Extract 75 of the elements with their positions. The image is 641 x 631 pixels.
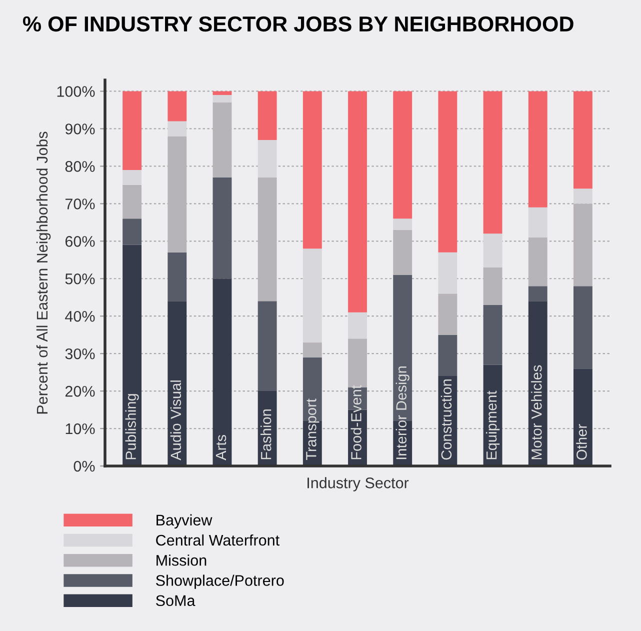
y-tick-label: 60%: [65, 236, 95, 247]
y-tick-label: 40%: [65, 310, 95, 322]
y-tick-label: 30%: [65, 348, 95, 360]
bar: [348, 91, 367, 312]
bar: [122, 184, 142, 219]
bar: [212, 102, 232, 178]
bar: [122, 91, 142, 170]
bar: [573, 204, 592, 286]
bar: [573, 188, 592, 204]
x-tick-label: Transport: [306, 398, 320, 460]
bar: [258, 91, 277, 140]
legend-label: SoMa: [156, 595, 196, 606]
bar: [212, 177, 232, 279]
bar: [393, 230, 412, 275]
y-tick-label: 0%: [74, 460, 95, 472]
x-tick-label: Interior Design: [396, 366, 410, 460]
bar: [573, 91, 592, 189]
bar: [168, 252, 187, 302]
y-tick-label: 70%: [65, 198, 95, 210]
bar: [212, 91, 232, 95]
bar: [258, 301, 277, 392]
bar: [528, 301, 548, 466]
bar: [302, 91, 322, 249]
y-tick-label: 80%: [65, 161, 95, 172]
bar: [528, 237, 548, 286]
y-tick-label: 50%: [65, 273, 95, 284]
bar: [483, 91, 502, 234]
x-tick-label: Publishing: [125, 394, 139, 460]
x-tick-label: Construction: [440, 379, 452, 460]
x-axis-title: Industry Sector: [308, 477, 409, 492]
legend-label: Central Waterfront: [156, 534, 280, 546]
bar: [573, 368, 592, 466]
bar: [438, 91, 458, 252]
x-tick-label: Arts: [216, 434, 226, 460]
legend-label: Bayview: [156, 514, 212, 529]
x-tick-label: Fashion: [260, 409, 272, 460]
legend-label: Showplace/Potrero: [156, 574, 284, 589]
bar: [302, 342, 322, 358]
bar: [168, 121, 187, 136]
x-tick-label: Equipment: [486, 390, 500, 460]
y-tick-label: 20%: [65, 386, 95, 397]
bar: [483, 304, 502, 365]
y-tick-label: 90%: [65, 124, 95, 134]
bar: [212, 278, 232, 466]
x-tick-label: Food-Event: [350, 385, 362, 460]
bar: [348, 312, 367, 339]
bar: [122, 170, 142, 185]
y-axis-title: Percent of All Eastern Neighborhood Jobs: [36, 132, 51, 414]
bar: [483, 267, 502, 305]
y-tick-label: 100%: [57, 86, 95, 97]
y-tick-label: 10%: [66, 423, 95, 434]
bar: [393, 91, 412, 219]
bar: [528, 286, 548, 302]
x-tick-label: Motor Vehicles: [531, 365, 542, 460]
bar: [122, 244, 142, 466]
legend-label: Mission: [156, 554, 206, 566]
bar: [528, 91, 548, 208]
bar: [393, 218, 412, 230]
x-tick-label: Other: [576, 424, 587, 460]
bar: [302, 248, 322, 342]
bar: [573, 286, 592, 369]
x-tick-label: Audio Visual: [170, 380, 182, 460]
bar: [528, 207, 548, 238]
bar: [438, 334, 458, 376]
bar: [258, 140, 277, 178]
bar: [438, 294, 458, 335]
bar: [168, 301, 187, 466]
chart-title: % OF INDUSTRY SECTOR JOBS BY NEIGHBORHOOD: [22, 16, 574, 32]
bar: [258, 177, 277, 302]
bar: [212, 94, 232, 102]
bar: [483, 234, 502, 268]
bar: [168, 136, 187, 252]
bar: [438, 252, 458, 294]
bar: [122, 218, 142, 245]
bar: [168, 91, 187, 122]
